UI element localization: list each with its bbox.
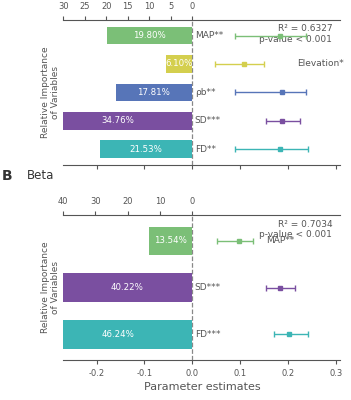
- Bar: [115, 84, 192, 101]
- Text: ρb**: ρb**: [195, 88, 215, 97]
- Y-axis label: Relative Importance
of Variables: Relative Importance of Variables: [41, 242, 60, 334]
- Text: 19.80%: 19.80%: [133, 31, 166, 40]
- Text: Parameter estimates: Parameter estimates: [144, 382, 260, 392]
- Bar: [100, 140, 192, 158]
- Bar: [43, 112, 192, 130]
- Text: 40.22%: 40.22%: [111, 283, 144, 292]
- Text: R² = 0.6327
p-value < 0.001: R² = 0.6327 p-value < 0.001: [259, 24, 332, 44]
- Text: Elevation*: Elevation*: [297, 60, 344, 68]
- Y-axis label: Relative Importance
of Variables: Relative Importance of Variables: [41, 46, 60, 138]
- Bar: [62, 273, 192, 302]
- Text: 17.81%: 17.81%: [138, 88, 170, 97]
- Text: 13.54%: 13.54%: [154, 236, 187, 246]
- Bar: [166, 55, 192, 73]
- Bar: [148, 226, 192, 256]
- Text: FD***: FD***: [195, 330, 220, 339]
- Text: SD***: SD***: [195, 283, 221, 292]
- Text: SD***: SD***: [195, 116, 221, 125]
- Bar: [107, 27, 192, 44]
- Text: FD**: FD**: [195, 144, 216, 154]
- Text: 34.76%: 34.76%: [101, 116, 134, 125]
- Text: 6.10%: 6.10%: [165, 60, 193, 68]
- Text: Beta: Beta: [27, 169, 54, 182]
- Text: 46.24%: 46.24%: [101, 330, 134, 339]
- Bar: [43, 320, 192, 349]
- Text: MAP**: MAP**: [195, 31, 223, 40]
- Text: B: B: [2, 169, 13, 183]
- Text: MAP**: MAP**: [266, 236, 294, 246]
- Text: 21.53%: 21.53%: [130, 144, 163, 154]
- Text: R² = 0.7034
p-value < 0.001: R² = 0.7034 p-value < 0.001: [259, 220, 332, 239]
